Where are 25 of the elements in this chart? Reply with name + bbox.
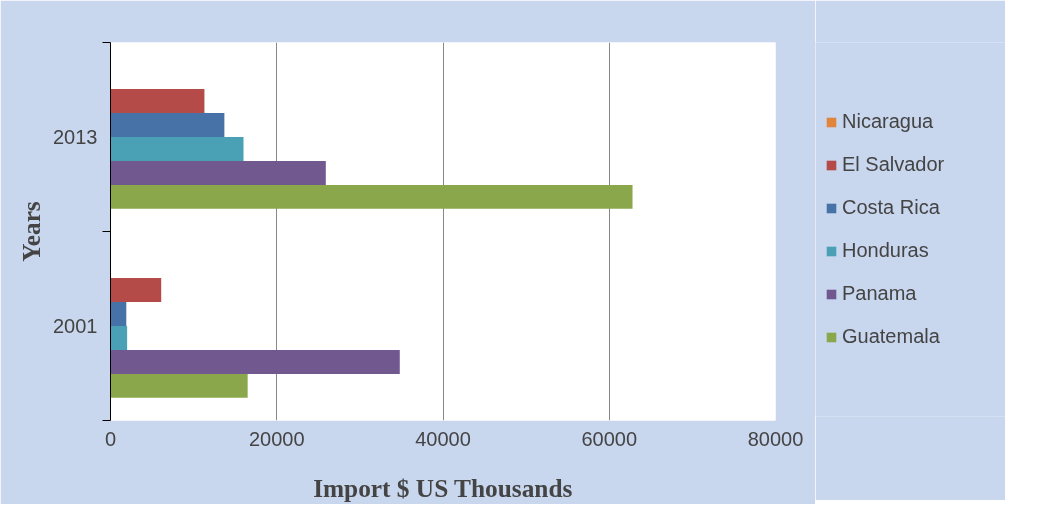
bar [110, 184, 633, 209]
bar [110, 302, 127, 326]
x-axis-title: Import $ US Thousands [313, 473, 573, 502]
bar [110, 326, 128, 350]
legend-label: Panama [842, 282, 917, 305]
y-tick-label: 2001 [53, 315, 98, 337]
bar [110, 160, 326, 185]
legend-label: Costa Rica [842, 196, 940, 219]
x-tick-label: 0 [104, 427, 117, 450]
x-tick-label: 20000 [248, 427, 305, 450]
bar [110, 278, 162, 303]
legend-label: Nicaragua [842, 110, 934, 133]
bar [110, 137, 244, 161]
legend-label: Honduras [842, 239, 929, 262]
bar [110, 349, 400, 374]
bar [110, 89, 205, 114]
x-tick-label: 40000 [415, 427, 471, 450]
x-tick-label: 80000 [747, 427, 804, 450]
x-tick-label: 60000 [581, 427, 638, 450]
y-axis-title: Years [17, 201, 46, 262]
y-tick-label: 2013 [53, 126, 98, 148]
legend-label: Guatemala [842, 325, 940, 348]
bar [110, 373, 248, 398]
legend-label: El Salvador [842, 153, 945, 176]
bar [110, 113, 225, 137]
